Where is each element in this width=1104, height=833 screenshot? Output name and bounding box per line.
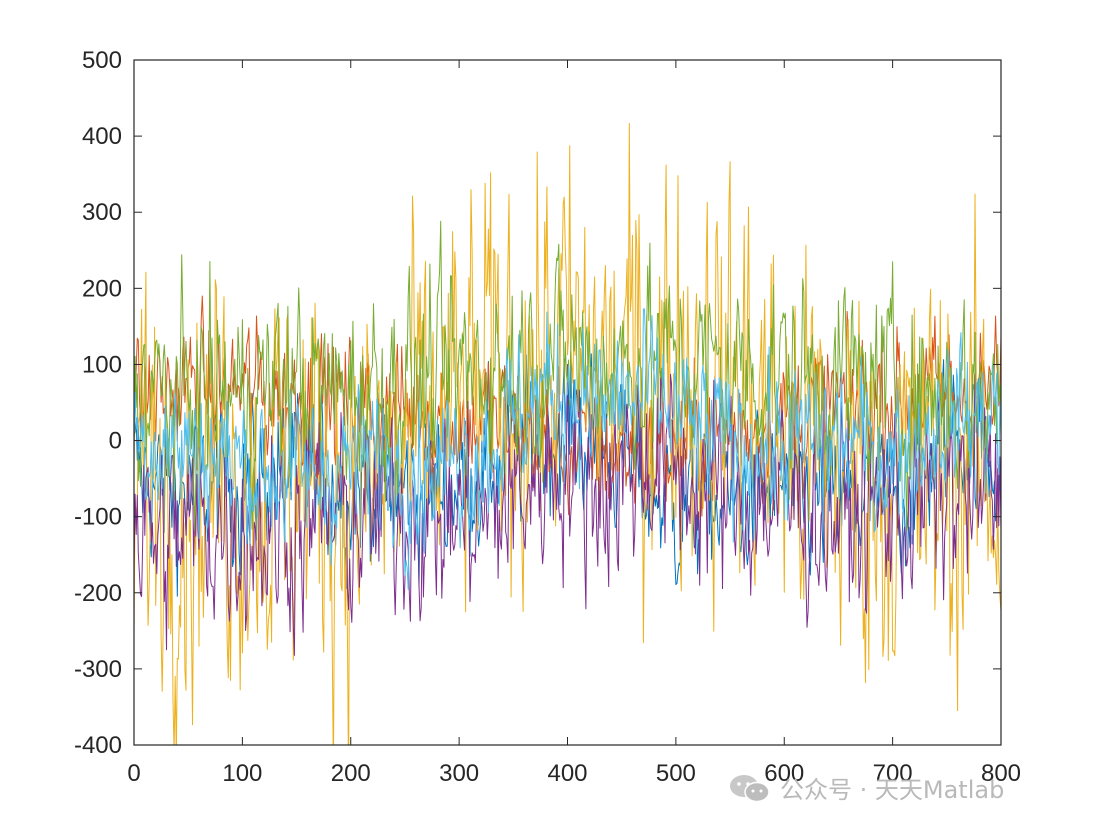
series-line-2 [134,295,1001,517]
y-tick-label: -200 [74,580,122,607]
x-tick-label: 400 [547,760,587,787]
series-layer [134,122,1001,745]
x-tick-label: 100 [222,760,262,787]
x-tick-label: 700 [873,760,913,787]
wechat-icon [730,774,770,802]
x-tick-label: 300 [439,760,479,787]
series-line-4 [134,364,1001,656]
watermark: 公众号 · 天天Matlab [728,770,1004,805]
x-tick-label: 500 [656,760,696,787]
y-tick-label: -300 [74,656,122,683]
series-line-6 [134,308,1001,590]
y-tick-label: 500 [82,47,122,74]
y-tick-label: 400 [82,123,122,150]
y-tick-label: 100 [82,351,122,378]
y-tick-label: 200 [82,275,122,302]
x-tick-label: 800 [981,760,1021,787]
x-tick-label: 200 [331,760,371,787]
y-tick-label: 0 [109,428,122,455]
x-tick-label: 600 [764,760,804,787]
watermark-text: 公众号 · 天天Matlab [780,776,1005,804]
y-tick-label: -100 [74,504,122,531]
y-tick-label: 300 [82,199,122,226]
x-tick-label: 0 [127,760,140,787]
y-tick-label: -400 [74,732,122,759]
tick-layer: 0 100 200 300 400 500 600 700 800 -400 -300 -200 -10… [74,47,1021,787]
